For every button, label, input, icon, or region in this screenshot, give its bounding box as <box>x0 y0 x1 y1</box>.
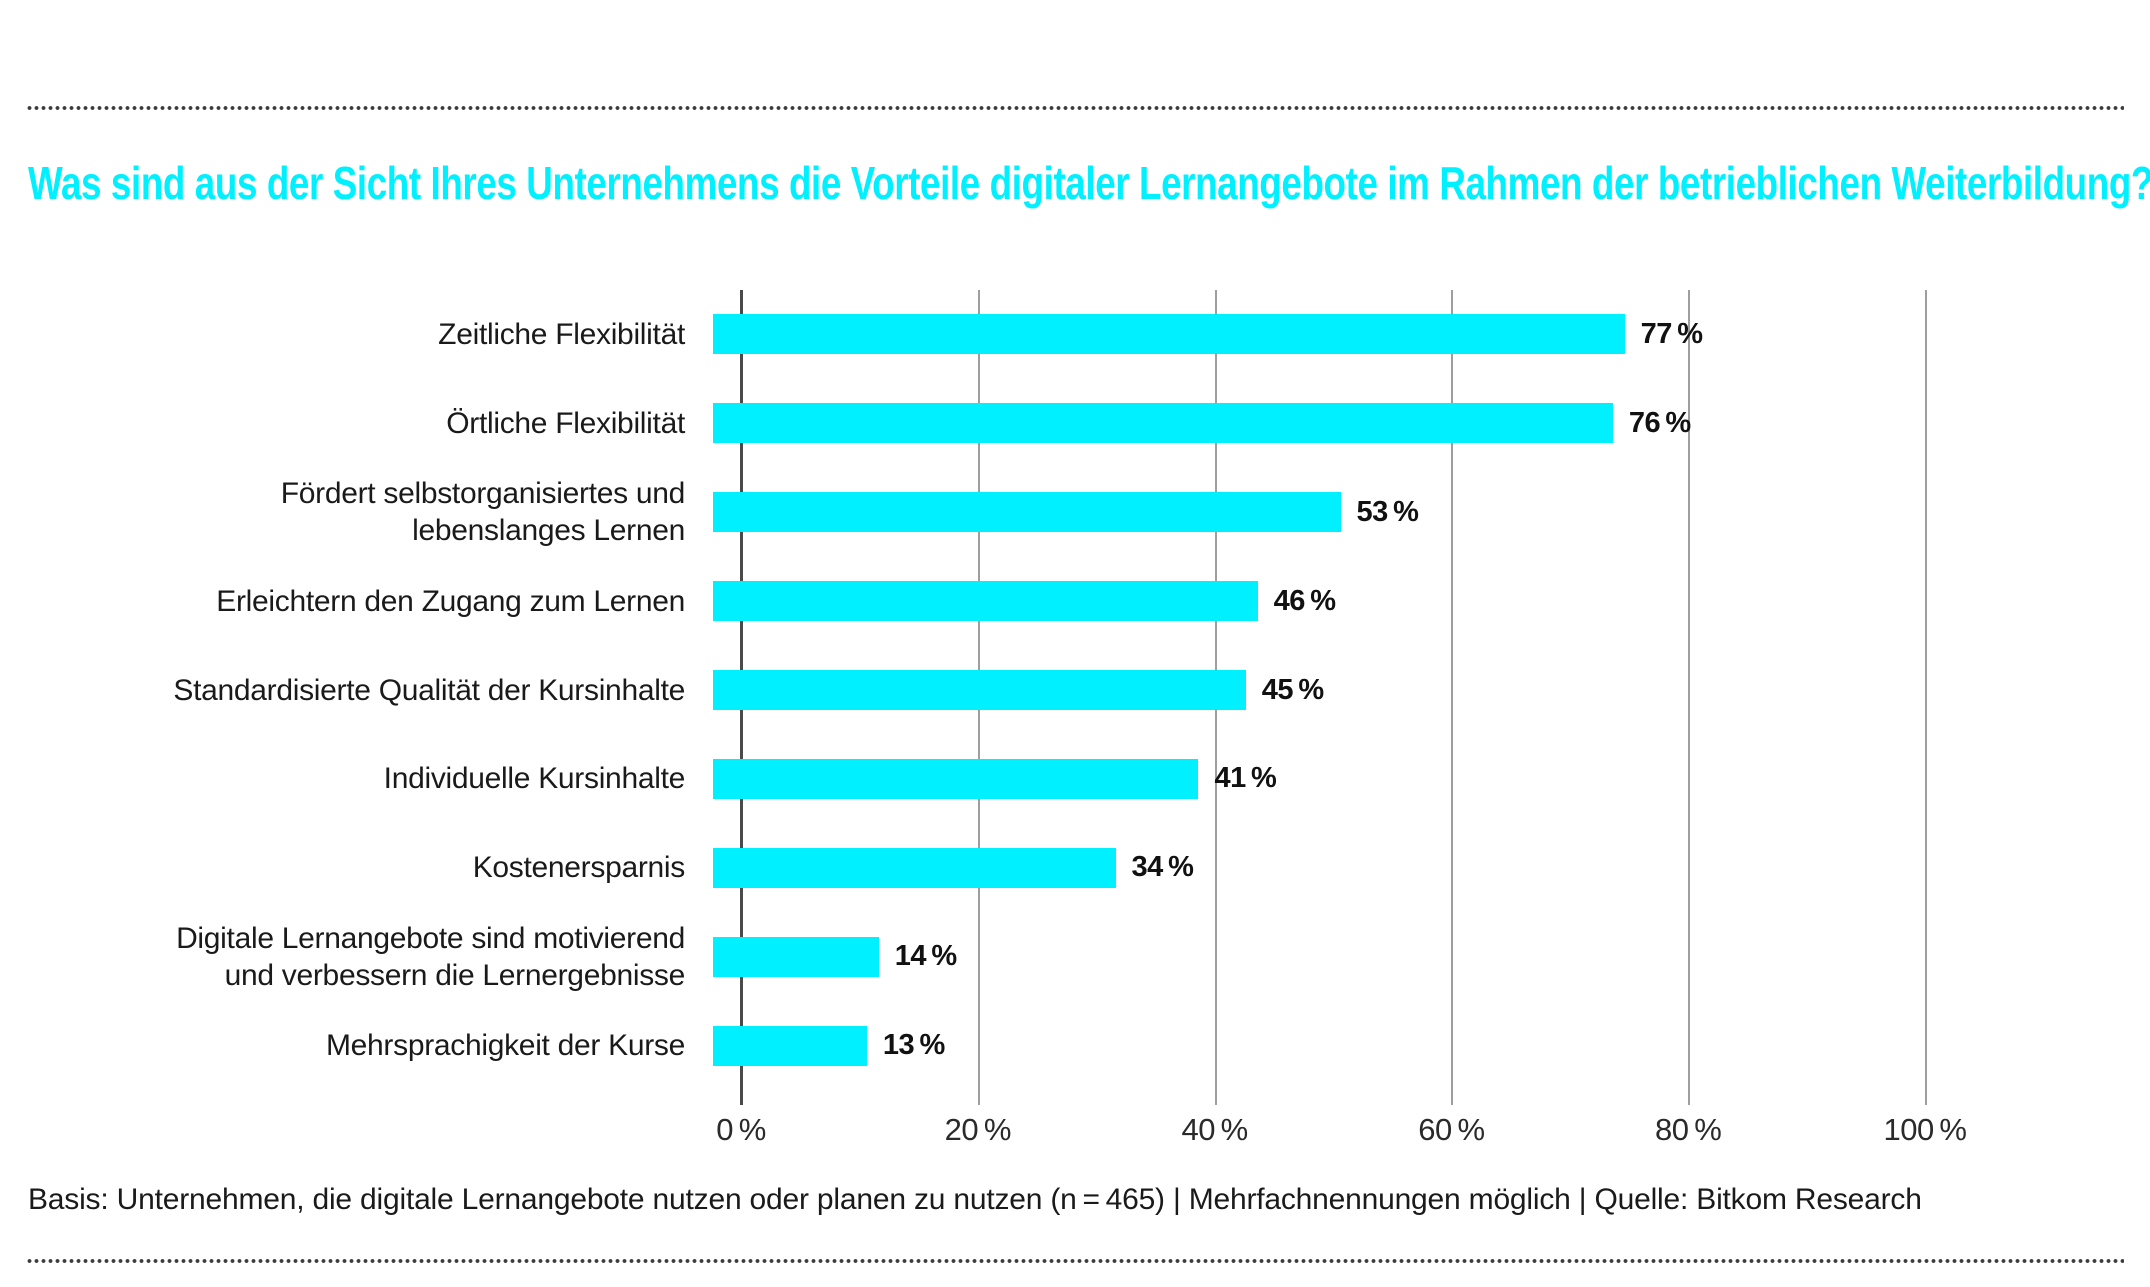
bar-track: 77 % <box>713 290 2150 379</box>
bar-track: 41 % <box>713 734 2150 823</box>
x-tick-label: 20 % <box>944 1112 1012 1147</box>
value-label: 34 % <box>1131 851 1194 884</box>
value-label: 76 % <box>1628 406 1691 439</box>
bar-row: Kostenersparnis 34 % <box>0 823 2150 912</box>
bar-row: Zeitliche Flexibilität 77 % <box>0 290 2150 379</box>
bar <box>713 670 1246 710</box>
bar-track: 14 % <box>713 912 2150 1001</box>
value-label: 14 % <box>894 940 957 973</box>
category-label: Erleichtern den Zugang zum Lernen <box>216 584 685 618</box>
bar-track: 13 % <box>713 1001 2150 1090</box>
category-label: Kostenersparnis <box>472 851 686 885</box>
category-label: Digitale Lernangebote sind motivierend u… <box>176 921 685 992</box>
bar-chart: 0 % 20 % 40 % 60 % 80 % 100 % Zeitliche Flexi… <box>0 290 2150 1147</box>
bar-row: Standardisierte Qualität der Kursinhalte… <box>0 646 2150 735</box>
source-note: Basis: Unternehmen, die digitale Lernang… <box>28 1183 1922 1216</box>
bar-row: Erleichtern den Zugang zum Lernen 46 % <box>0 557 2150 646</box>
x-tick-label: 40 % <box>1181 1112 1248 1147</box>
category-label: Zeitliche Flexibilität <box>438 317 685 351</box>
category-label: Mehrsprachigkeit der Kurse <box>325 1029 685 1063</box>
category-label: Standardisierte Qualität der Kursinhalte <box>173 673 685 707</box>
bar-track: 45 % <box>713 646 2150 735</box>
value-label: 41 % <box>1214 762 1277 795</box>
value-label: 13 % <box>882 1029 945 1062</box>
chart-title-text: Was sind aus der Sicht Ihres Unternehmen… <box>28 157 2150 209</box>
bar-track: 53 % <box>713 468 2150 557</box>
x-tick-label: 80 % <box>1655 1112 1722 1147</box>
gridline <box>1925 290 1927 1105</box>
bar-row: Örtliche Flexibilität 76 % <box>0 379 2150 468</box>
bar <box>713 314 1625 355</box>
bar-rows: Zeitliche Flexibilität 77 % Örtliche Flexi… <box>0 290 2150 1090</box>
gridline <box>1451 290 1454 1105</box>
bar <box>713 403 1613 444</box>
bar <box>713 936 879 977</box>
category-label: Fördert selbstorganisiertes und lebensla… <box>280 477 686 548</box>
top-dotted-divider <box>26 105 2124 111</box>
plot-area: 0 % 20 % 40 % 60 % 80 % 100 % <box>716 290 1967 1147</box>
bar <box>713 581 1258 622</box>
value-label: 46 % <box>1273 584 1336 617</box>
bar <box>713 1025 867 1066</box>
bar-row: Individuelle Kursinhalte 41 % <box>0 734 2150 823</box>
bar-row: Fördert selbstorganisiertes und lebensla… <box>0 468 2150 557</box>
bar-track: 34 % <box>713 823 2150 912</box>
x-tick-label: 60 % <box>1418 1112 1485 1147</box>
value-label: 77 % <box>1640 317 1703 350</box>
bar <box>713 492 1341 533</box>
bar-track: 76 % <box>713 379 2150 468</box>
bar <box>713 847 1116 888</box>
bar-row: Digitale Lernangebote sind motivierend u… <box>0 912 2150 1001</box>
value-label: 53 % <box>1356 495 1419 528</box>
bottom-dotted-divider <box>26 1258 2124 1264</box>
category-label: Örtliche Flexibilität <box>446 406 685 440</box>
x-tick-label: 100 % <box>1883 1112 1968 1147</box>
value-label: 45 % <box>1261 673 1324 706</box>
bar-row: Mehrsprachigkeit der Kurse 13 % <box>0 1001 2150 1090</box>
chart-title: Was sind aus der Sicht Ihres Unternehmen… <box>28 156 2150 210</box>
category-label: Individuelle Kursinhalte <box>383 762 686 796</box>
gridline <box>1688 290 1691 1105</box>
bar-track: 46 % <box>713 557 2150 646</box>
x-tick-label: 0 % <box>716 1112 766 1147</box>
bar <box>713 758 1199 799</box>
